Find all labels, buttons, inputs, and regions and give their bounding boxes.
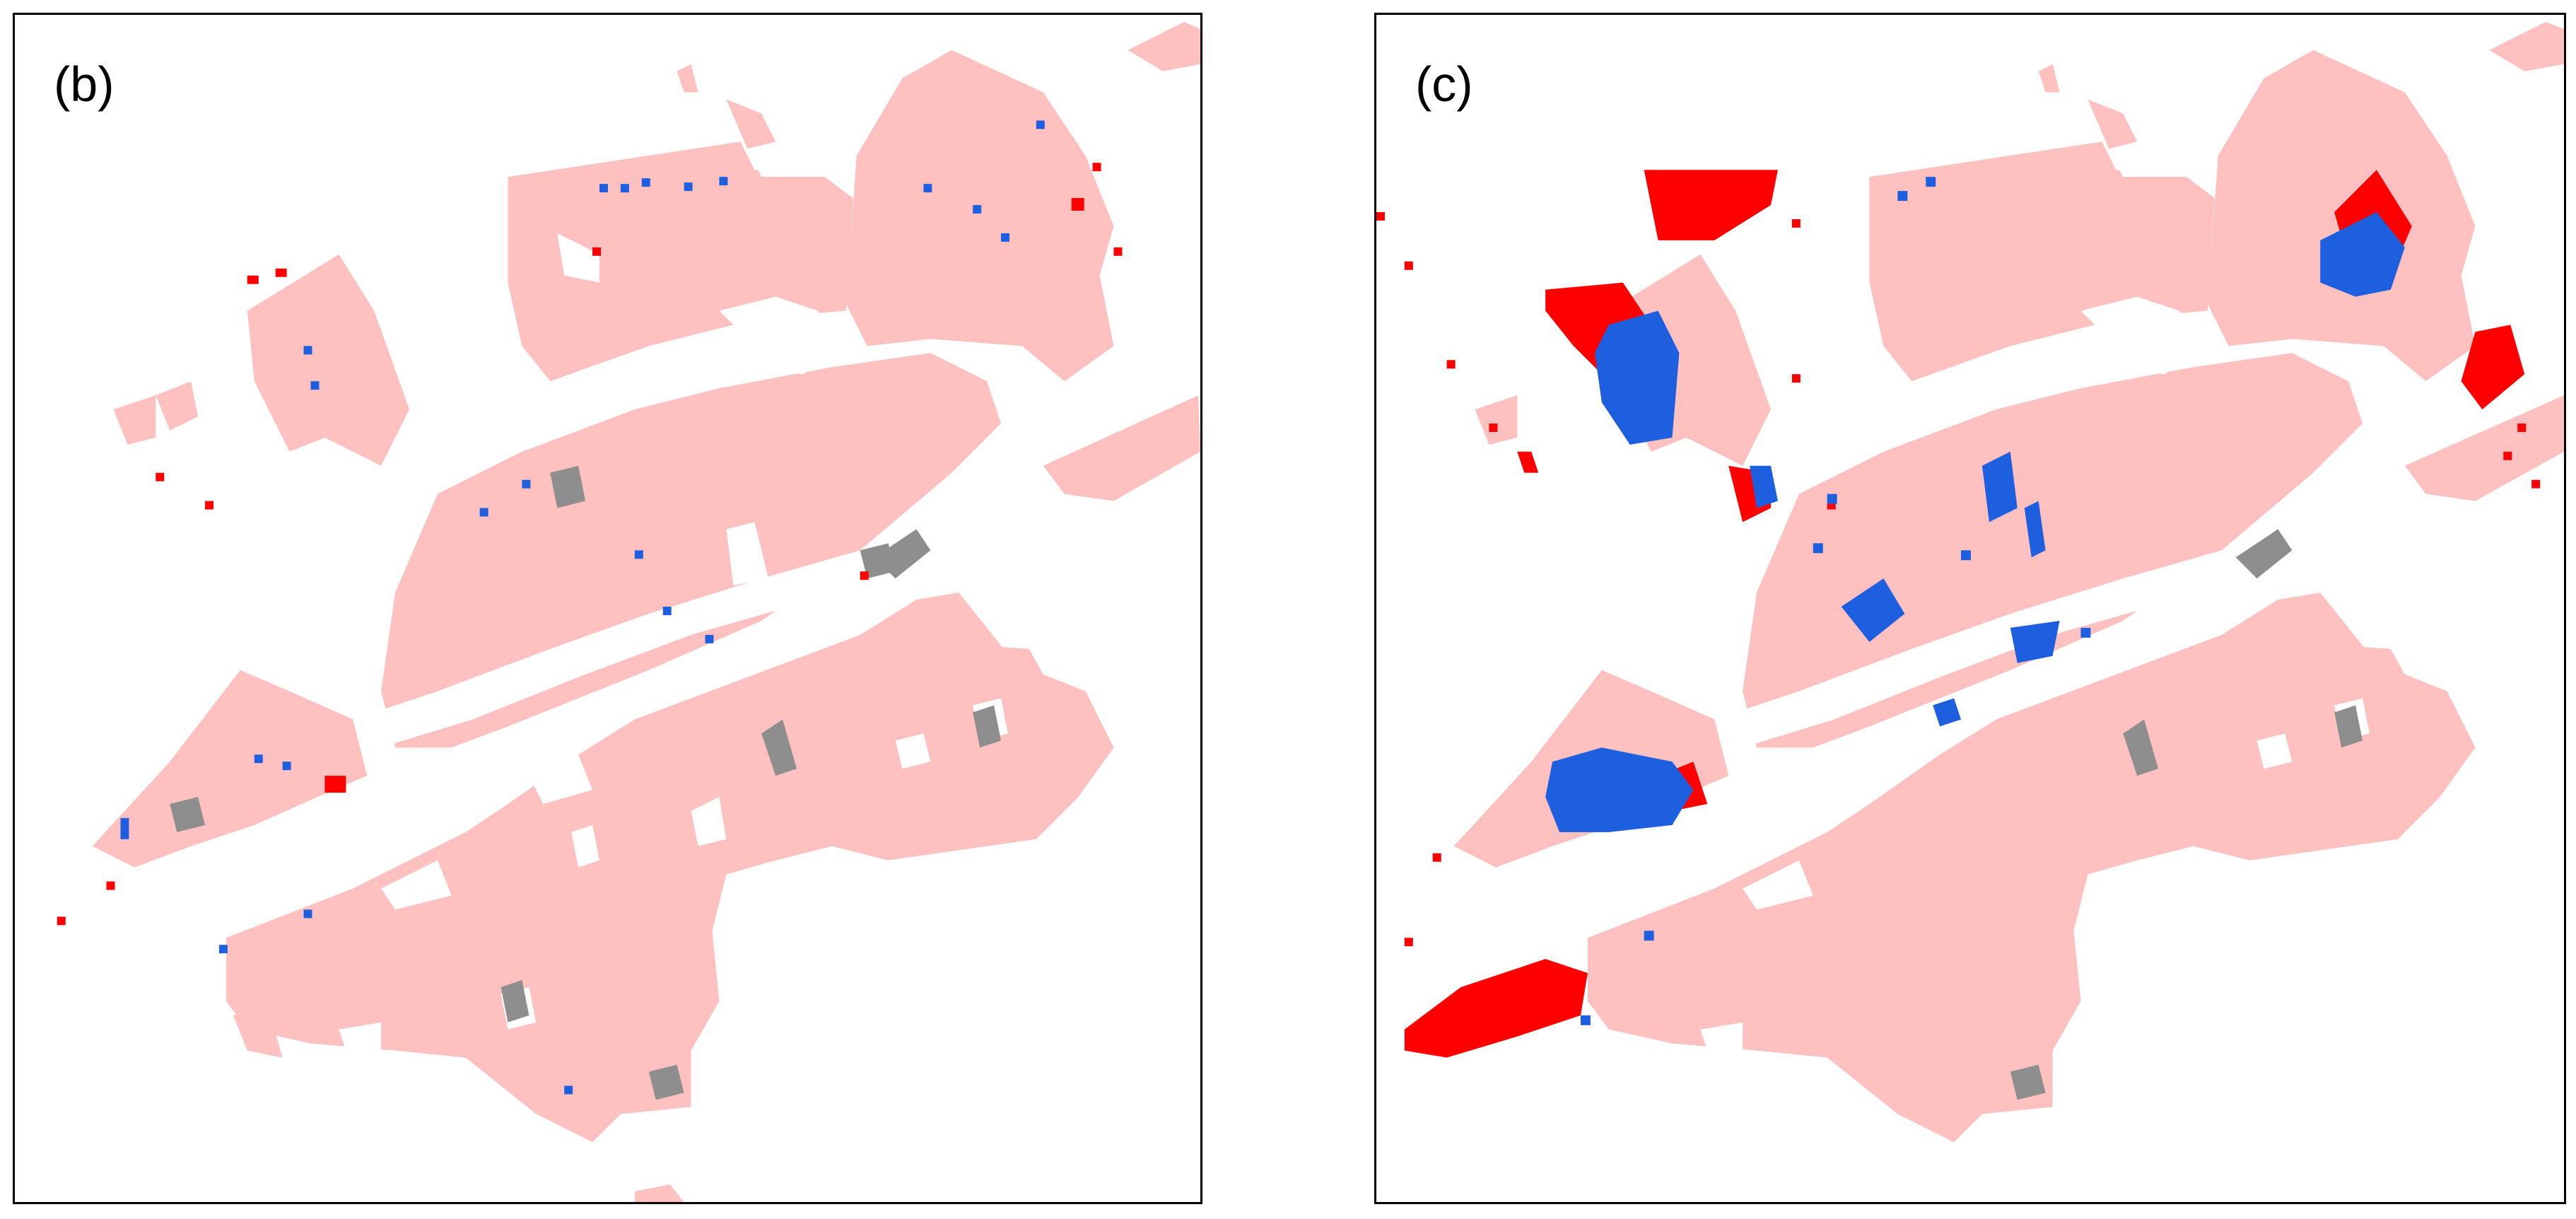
gray-overlay-layer xyxy=(170,465,1002,1100)
blue-overlay-layer xyxy=(120,120,1045,1095)
map-canvas-c xyxy=(1376,21,2564,1143)
panel-label: (c) xyxy=(1415,57,1473,112)
map-panel-b: (b) xyxy=(13,13,1202,1204)
gray-overlay-layer xyxy=(2010,529,2363,1100)
urban-area-layer xyxy=(92,21,1200,1202)
road-layer xyxy=(1700,156,2370,1051)
urban-area-layer xyxy=(1453,21,2564,1143)
map-canvas-b xyxy=(57,21,1200,1202)
panel-label: (b) xyxy=(54,57,115,112)
map-panel-c: (c) xyxy=(1374,13,2566,1204)
red-overlay-layer xyxy=(57,163,1123,926)
blue-overlay-layer xyxy=(1545,177,2405,1025)
